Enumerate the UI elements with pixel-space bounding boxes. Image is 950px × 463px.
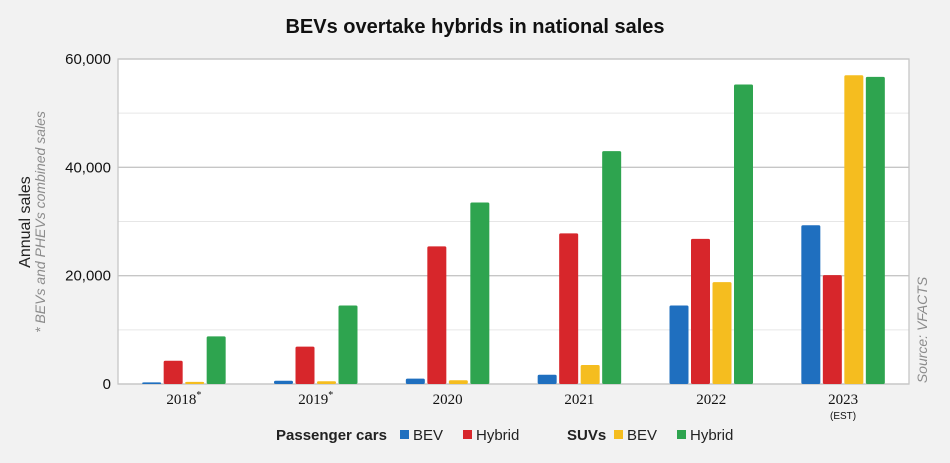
- legend-entry: Hybrid: [476, 427, 519, 444]
- source-note: Source: VFACTS: [914, 276, 930, 383]
- legend-entry: BEV: [413, 427, 443, 444]
- x-tick-label: 2023: [828, 392, 858, 408]
- plot-border: [117, 58, 910, 385]
- legend-group-label: SUVs: [567, 427, 606, 444]
- x-tick-label: 2021: [564, 392, 594, 408]
- legend-swatch: [400, 430, 409, 439]
- legend-entry: Hybrid: [690, 427, 733, 444]
- x-tick-label: 2020: [433, 392, 463, 408]
- bar-suvs-hybrid-2020: [470, 202, 490, 384]
- y-axis-note: * BEVs and PHEVs combined sales: [32, 111, 48, 333]
- bar-passenger-cars-bev-2018: [142, 382, 162, 384]
- y-tick-label: 60,000: [65, 51, 111, 68]
- bar-suvs-hybrid-2021: [602, 151, 622, 384]
- y-tick-label: 0: [103, 376, 111, 393]
- x-tick-label: 2022: [696, 392, 726, 408]
- bar-passenger-cars-hybrid-2023: [822, 275, 842, 384]
- bar-passenger-cars-bev-2023: [801, 225, 821, 384]
- legend-swatch: [677, 430, 686, 439]
- legend-group-label: Passenger cars: [276, 427, 387, 444]
- bar-suvs-bev-2021: [580, 365, 600, 384]
- bar-passenger-cars-bev-2019: [274, 380, 293, 384]
- y-axis-label: Annual sales: [17, 176, 34, 268]
- bar-suvs-hybrid-2023: [865, 76, 885, 384]
- chart-title: BEVs overtake hybrids in national sales: [285, 16, 665, 38]
- bar-passenger-cars-hybrid-2018: [163, 360, 183, 384]
- y-tick-label: 20,000: [65, 268, 111, 285]
- x-tick-sublabel: (EST): [830, 411, 856, 422]
- legend-entry: BEV: [627, 427, 657, 444]
- y-tick-label: 40,000: [65, 159, 111, 176]
- legend-swatch: [463, 430, 472, 439]
- bar-passenger-cars-hybrid-2021: [559, 233, 579, 384]
- bar-suvs-bev-2023: [844, 75, 864, 384]
- bar-suvs-bev-2020: [448, 380, 468, 384]
- bar-passenger-cars-bev-2020: [405, 378, 425, 384]
- bar-suvs-hybrid-2022: [734, 84, 753, 384]
- bar-suvs-bev-2019: [317, 381, 336, 384]
- bar-suvs-bev-2022: [712, 282, 732, 384]
- bar-passenger-cars-bev-2022: [669, 305, 689, 384]
- bar-suvs-hybrid-2018: [206, 336, 226, 384]
- bar-passenger-cars-bev-2021: [537, 374, 557, 384]
- bar-suvs-hybrid-2019: [338, 305, 358, 384]
- bar-passenger-cars-hybrid-2019: [295, 346, 315, 384]
- bar-passenger-cars-hybrid-2022: [691, 238, 710, 384]
- x-tick-label: 2019*: [298, 390, 333, 408]
- legend-swatch: [614, 430, 623, 439]
- bar-suvs-bev-2018: [185, 381, 205, 384]
- bar-passenger-cars-hybrid-2020: [427, 246, 447, 384]
- x-tick-label: 2018*: [166, 390, 201, 408]
